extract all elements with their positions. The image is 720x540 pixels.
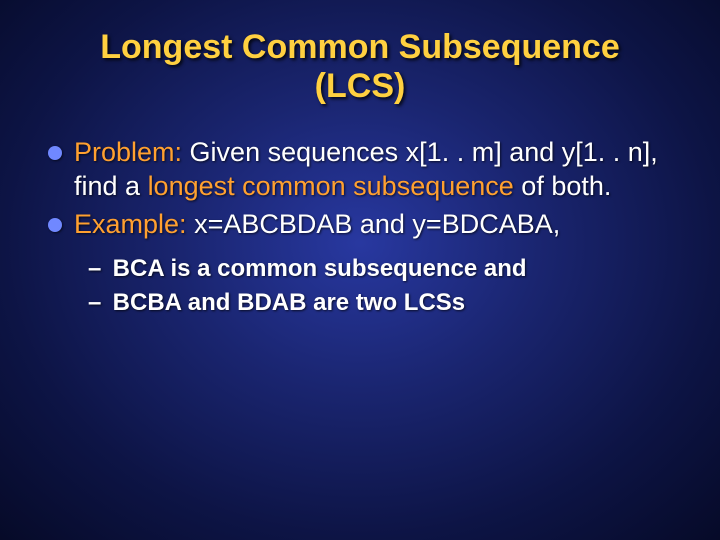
sub-item: – BCBA and BDAB are two LCSs — [88, 287, 680, 318]
slide-title: Longest Common Subsequence (LCS) — [40, 28, 680, 106]
sub-item: – BCA is a common subsequence and — [88, 253, 680, 284]
slide-content: Problem: Given sequences x[1. . m] and y… — [40, 136, 680, 318]
bullet-text: Problem: Given sequences x[1. . m] and y… — [74, 136, 680, 204]
sub-text: BCBA and BDAB are two LCSs — [106, 289, 465, 316]
bullet-tail: of both. — [514, 171, 612, 201]
bullet-icon — [48, 218, 62, 232]
title-line-1: Longest Common Subsequence — [100, 28, 620, 66]
sub-list: – BCA is a common subsequence and – BCBA… — [48, 253, 680, 317]
bullet-text: Example: x=ABCBDAB and y=BDCABA, — [74, 208, 560, 242]
bullet-prefix-emph: Example: — [74, 209, 187, 239]
bullet-item: Problem: Given sequences x[1. . m] and y… — [48, 136, 680, 204]
bullet-emph: longest common subsequence — [148, 171, 514, 201]
bullet-body: x=ABCBDAB and y=BDCABA, — [187, 209, 561, 239]
slide: Longest Common Subsequence (LCS) Problem… — [0, 0, 720, 540]
sub-text: BCA is a common subsequence and — [106, 255, 527, 282]
dash-icon: – — [88, 287, 106, 318]
bullet-prefix-emph: Problem: — [74, 137, 182, 167]
dash-icon: – — [88, 253, 106, 284]
title-line-2: (LCS) — [315, 67, 406, 105]
bullet-icon — [48, 146, 62, 160]
bullet-item: Example: x=ABCBDAB and y=BDCABA, — [48, 208, 680, 242]
